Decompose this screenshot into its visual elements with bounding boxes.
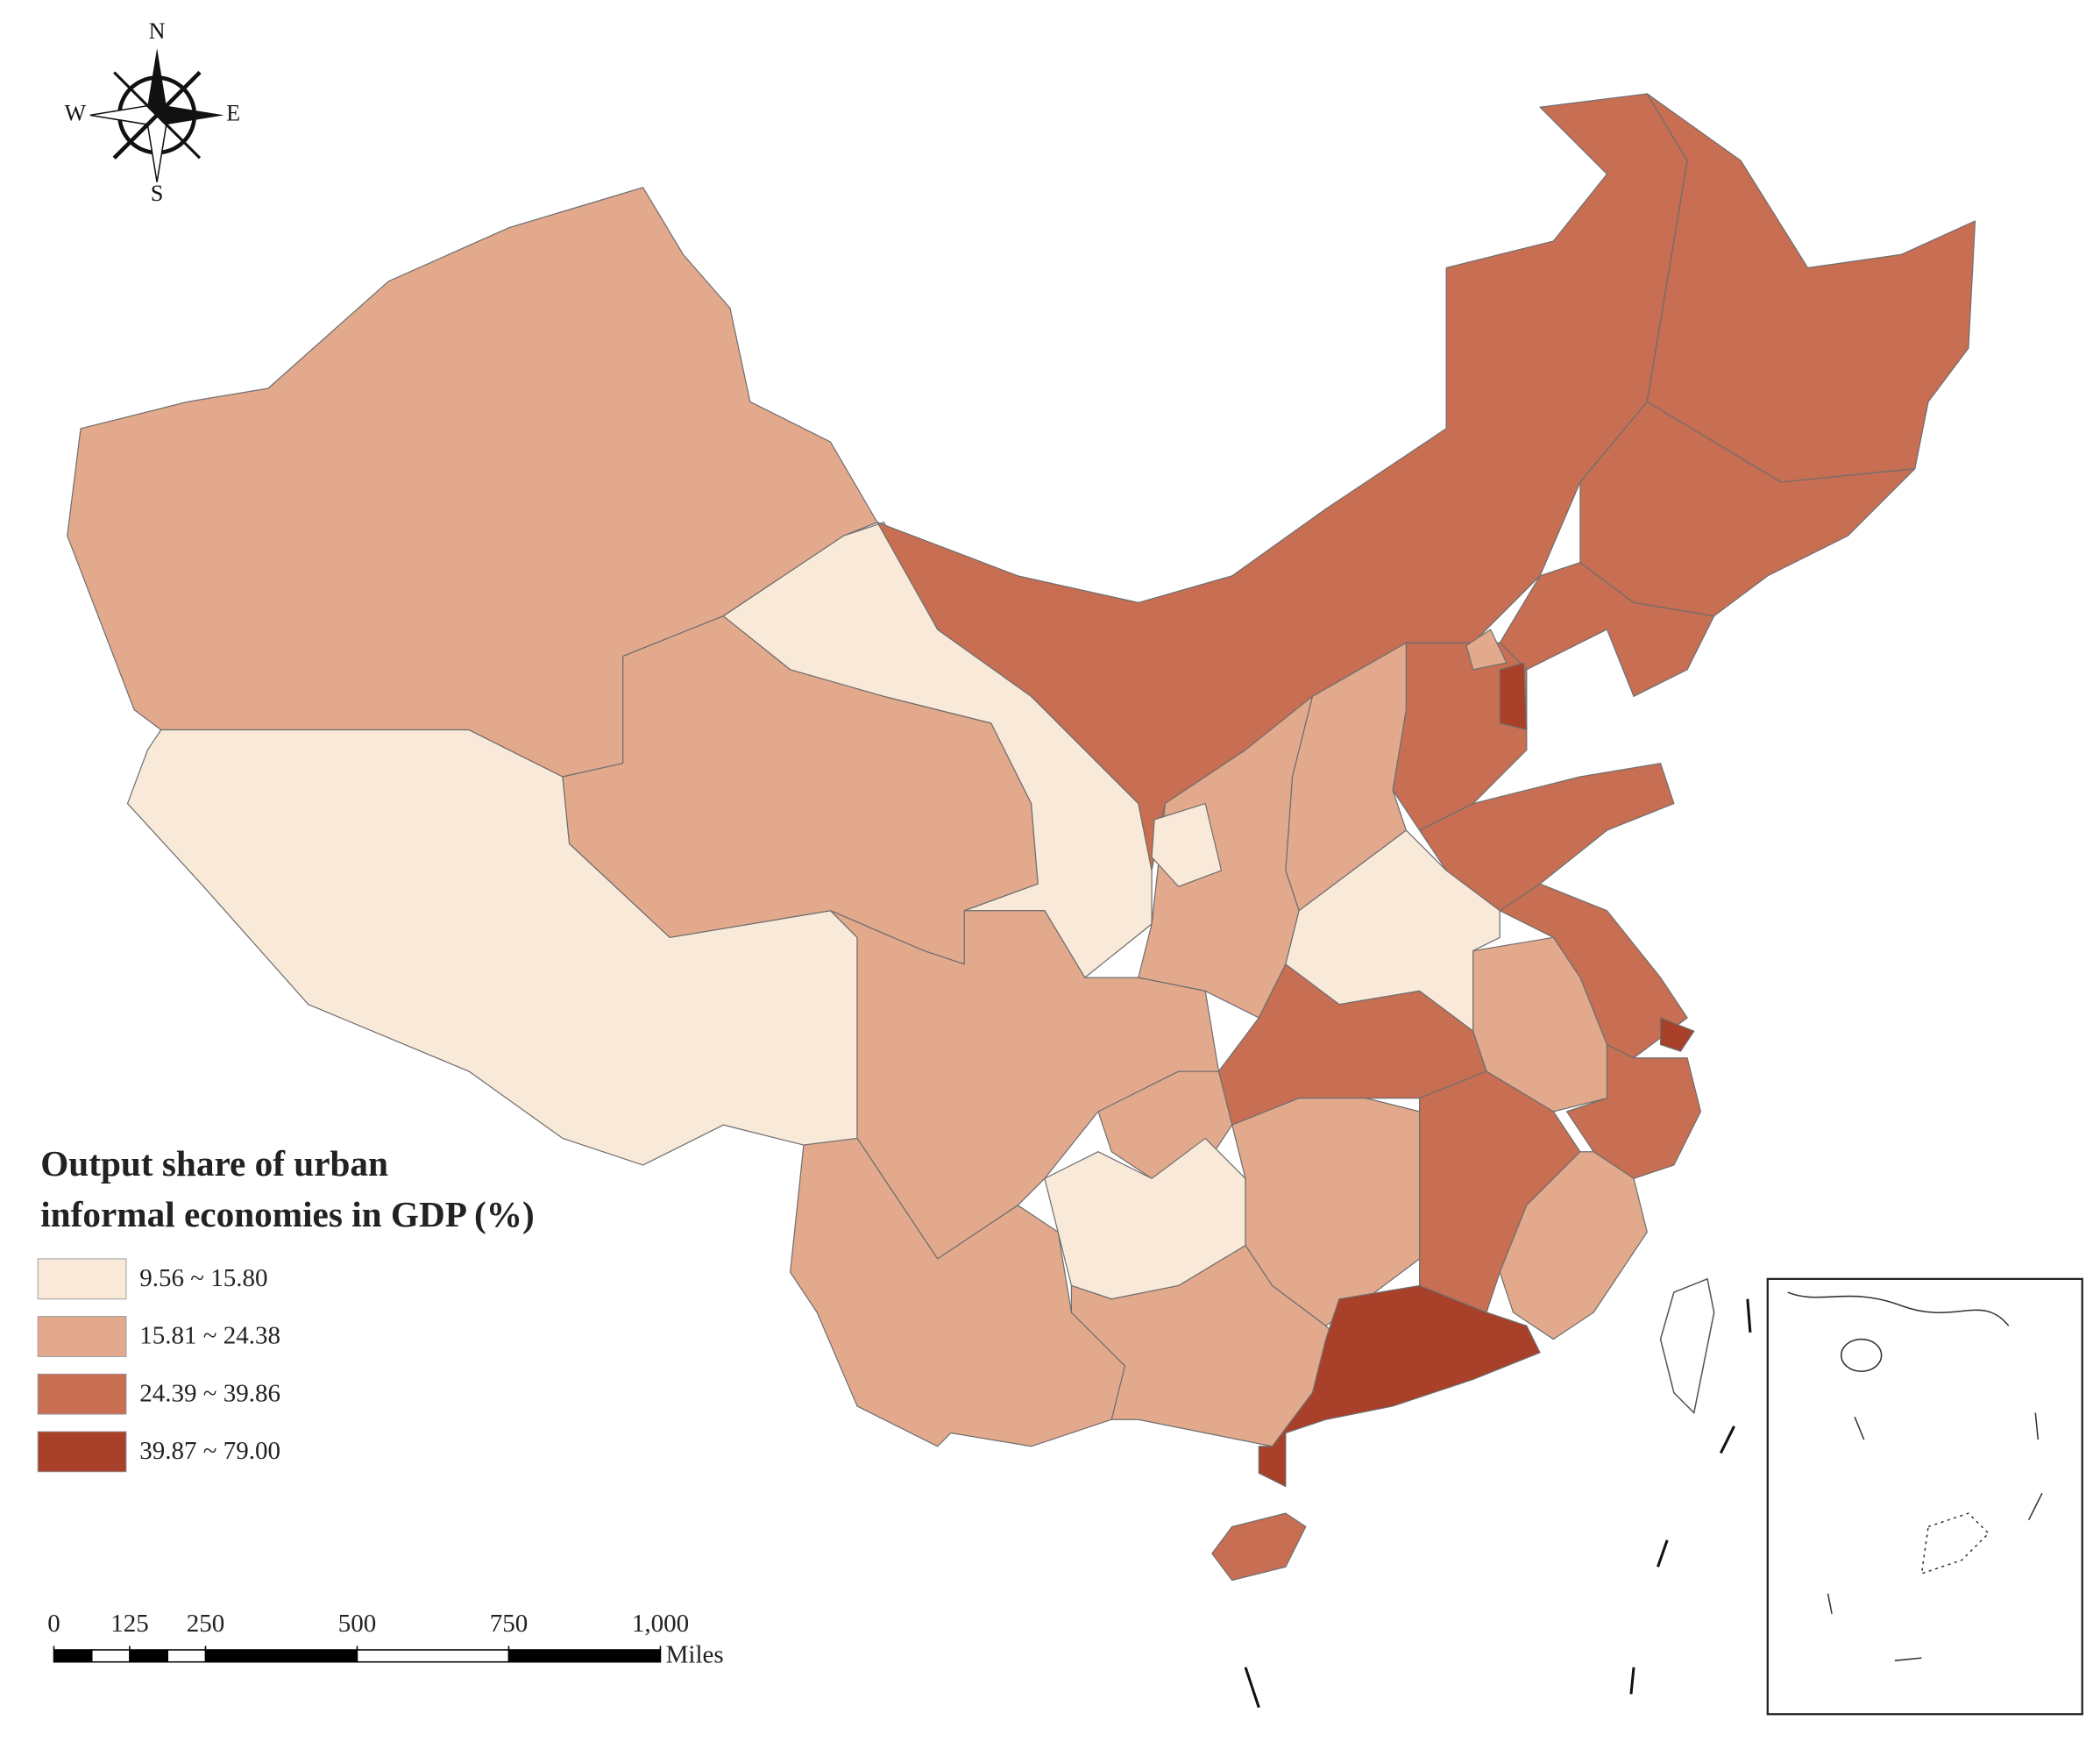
compass-point — [146, 114, 167, 182]
province-hainan — [1211, 1512, 1307, 1582]
province-fujian — [1499, 1151, 1648, 1340]
scale-segment — [507, 1649, 662, 1663]
island-taiwan — [1659, 1277, 1715, 1415]
dash — [1719, 1426, 1735, 1454]
legend-label: 15.81 ~ 24.38 — [139, 1322, 280, 1350]
scale-tick-label: 1,000 — [632, 1610, 689, 1638]
legend-label: 9.56 ~ 15.80 — [139, 1264, 267, 1292]
province-jilin — [1579, 401, 1916, 617]
legend-title: Output share of urban — [40, 1143, 388, 1184]
dash — [2027, 1492, 2043, 1521]
compass-west: W — [65, 100, 87, 125]
scale-tick-label: 750 — [490, 1610, 529, 1638]
dash — [1629, 1667, 1635, 1695]
dash — [1244, 1667, 1260, 1709]
compass-point — [147, 47, 167, 116]
province-liaoning — [1499, 561, 1715, 697]
compass-south: S — [151, 181, 163, 206]
scale-segment — [204, 1649, 358, 1663]
compass: N S W E — [65, 18, 240, 206]
compass-point — [157, 105, 224, 125]
dash — [1854, 1416, 1865, 1440]
compass-point — [112, 70, 202, 160]
province-ningxia — [1151, 802, 1223, 887]
province-tianjin — [1499, 662, 1528, 731]
inset-frame — [1766, 1277, 2083, 1716]
compass-east: E — [226, 100, 240, 125]
province-zhejiang — [1566, 1043, 1702, 1179]
legend-swatch — [37, 1258, 127, 1300]
scale-segment — [356, 1649, 510, 1663]
inset-details — [1787, 1291, 2043, 1661]
legend-label: 24.39 ~ 39.86 — [139, 1379, 280, 1407]
legend-title: informal economies in GDP (%) — [40, 1194, 534, 1235]
province-beijing — [1465, 629, 1508, 671]
scale-unit: Miles — [666, 1640, 724, 1668]
dash — [2034, 1412, 2040, 1440]
scale-segment — [90, 1649, 131, 1663]
inset-hainan — [1841, 1338, 1883, 1372]
dash — [1894, 1657, 1922, 1661]
inset-coast — [1787, 1291, 2010, 1326]
dash — [1746, 1298, 1752, 1333]
scale-tick-label: 250 — [187, 1610, 225, 1638]
dash — [1657, 1539, 1669, 1568]
compass-north: N — [149, 18, 166, 44]
province-shanghai — [1659, 1017, 1695, 1052]
scale-tick-label: 500 — [338, 1610, 377, 1638]
legend-swatch — [37, 1431, 127, 1473]
compass-point — [89, 104, 159, 125]
legend-label: 39.87 ~ 79.00 — [139, 1437, 280, 1465]
boundary-dashes — [1244, 1298, 1752, 1709]
dash — [1827, 1593, 1833, 1614]
legend-swatch — [37, 1373, 127, 1415]
scale-tick-label: 0 — [47, 1610, 60, 1638]
province-heilongjiang — [1646, 93, 1976, 483]
legend: 9.56 ~ 15.80 15.81 ~ 24.38 24.39 ~ 39.86 39… — [37, 1258, 280, 1473]
scale-tick-label: 125 — [110, 1610, 149, 1638]
province-guangdong — [1258, 1284, 1541, 1488]
scale-segment — [167, 1649, 207, 1663]
legend-swatch — [37, 1316, 127, 1357]
scale-segment — [129, 1649, 169, 1663]
scale-segment — [53, 1649, 93, 1663]
provinces — [67, 93, 1976, 1582]
province-yunnan — [790, 1137, 1126, 1447]
inset-islands — [1920, 1512, 1990, 1575]
